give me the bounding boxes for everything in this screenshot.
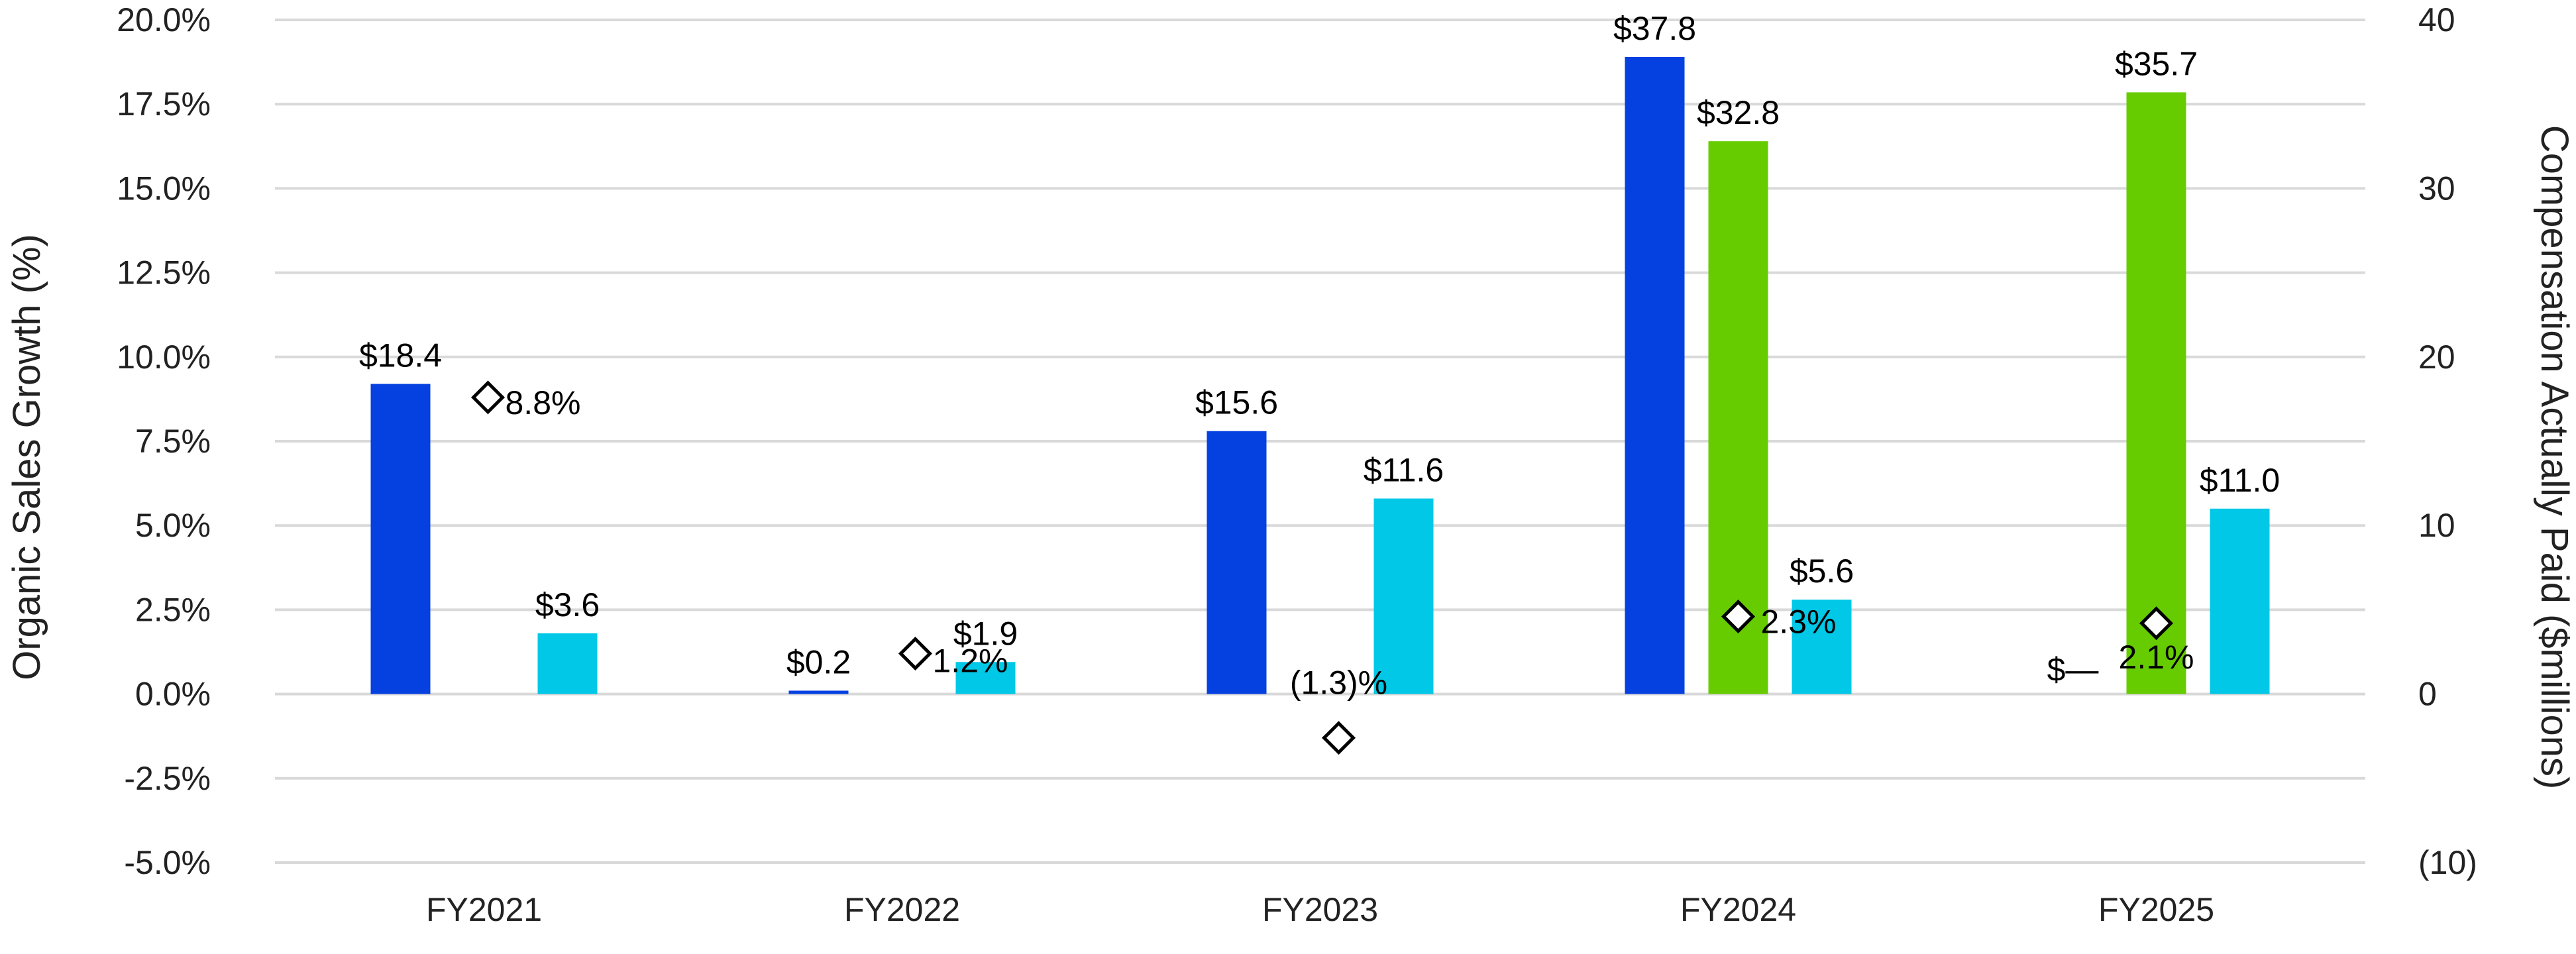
y-right-tick-label: (10) xyxy=(2418,844,2477,881)
growth-marker xyxy=(898,637,933,671)
x-tick-label: FY2021 xyxy=(426,891,542,928)
y-right-tick-label: 20 xyxy=(2418,339,2455,376)
y-left-tick-label: 15.0% xyxy=(117,170,211,207)
bar-value-label: $35.7 xyxy=(2115,45,2198,82)
y-axis-right-title: Compensation Actually Paid ($millions) xyxy=(2533,125,2576,790)
y-left-tick-label: 17.5% xyxy=(117,85,211,123)
growth-value-label: 2.1% xyxy=(2119,639,2194,676)
growth-value-label: 2.3% xyxy=(1761,604,1837,641)
x-tick-label: FY2024 xyxy=(1680,891,1796,928)
growth-marker xyxy=(470,380,506,415)
y-left-tick-label: 0.0% xyxy=(135,676,211,713)
y-right-tick-label: 30 xyxy=(2418,170,2455,207)
y-left-tick-label: 20.0% xyxy=(117,1,211,38)
bar-value-label: $15.6 xyxy=(1195,384,1278,421)
bar xyxy=(537,633,598,694)
growth-value-label: 8.8% xyxy=(506,384,581,421)
bar xyxy=(2126,92,2186,694)
bar xyxy=(1792,600,1852,694)
bar-value-label: $37.8 xyxy=(1613,10,1696,47)
x-tick-label: FY2025 xyxy=(2098,891,2214,928)
bar xyxy=(955,662,1016,694)
y-right-tick-label: 40 xyxy=(2418,1,2455,38)
gridlines xyxy=(275,19,2365,864)
bar-value-label: $18.4 xyxy=(359,337,442,374)
bar xyxy=(1625,56,1685,694)
y-left-tick-label: 10.0% xyxy=(117,339,211,376)
growth-markers xyxy=(470,380,2174,755)
bar xyxy=(370,384,431,694)
bar-value-label: $— xyxy=(2047,651,2099,688)
y-left-tick-label: 2.5% xyxy=(135,591,211,628)
y-left-tick-label: -2.5% xyxy=(124,760,211,797)
y-left-tick-label: 5.0% xyxy=(135,507,211,544)
growth-value-label: (1.3)% xyxy=(1290,664,1387,702)
y-right-tick-label: 0 xyxy=(2418,676,2437,713)
bar xyxy=(1373,498,1434,694)
growth-marker xyxy=(1321,721,1356,755)
y-axis-left-title: Organic Sales Growth (%) xyxy=(5,234,48,680)
y-left-tick-label: -5.0% xyxy=(124,844,211,881)
bar xyxy=(2210,508,2270,694)
y-right-tick-label: 10 xyxy=(2418,507,2455,544)
y-left-tick-label: 7.5% xyxy=(135,423,211,460)
bar-value-label: $3.6 xyxy=(535,586,600,623)
growth-marker xyxy=(2139,606,2174,641)
bar xyxy=(1207,431,1267,694)
bar-value-label: $5.6 xyxy=(1790,553,1854,590)
x-tick-label: FY2023 xyxy=(1262,891,1378,928)
axes: Organic Sales Growth (%) Compensation Ac… xyxy=(5,1,2576,928)
x-tick-label: FY2022 xyxy=(844,891,960,928)
growth-marker xyxy=(1721,600,1756,634)
bar-value-label: $0.2 xyxy=(786,644,851,681)
growth-value-label: 1.2% xyxy=(933,643,1008,680)
bar-value-label: $32.8 xyxy=(1697,94,1780,131)
bar-value-label: $11.0 xyxy=(2200,462,2280,499)
bar-value-label: $1.9 xyxy=(953,615,1018,652)
bar xyxy=(788,690,849,694)
bars xyxy=(370,56,2270,694)
bar-value-label: $11.6 xyxy=(1364,451,1444,488)
y-left-tick-label: 12.5% xyxy=(117,254,211,292)
data-labels: $18.4 $0.2 $15.6 $37.8 $32.8 $35.7 $3.6 $1.9 $11… xyxy=(359,10,2280,702)
